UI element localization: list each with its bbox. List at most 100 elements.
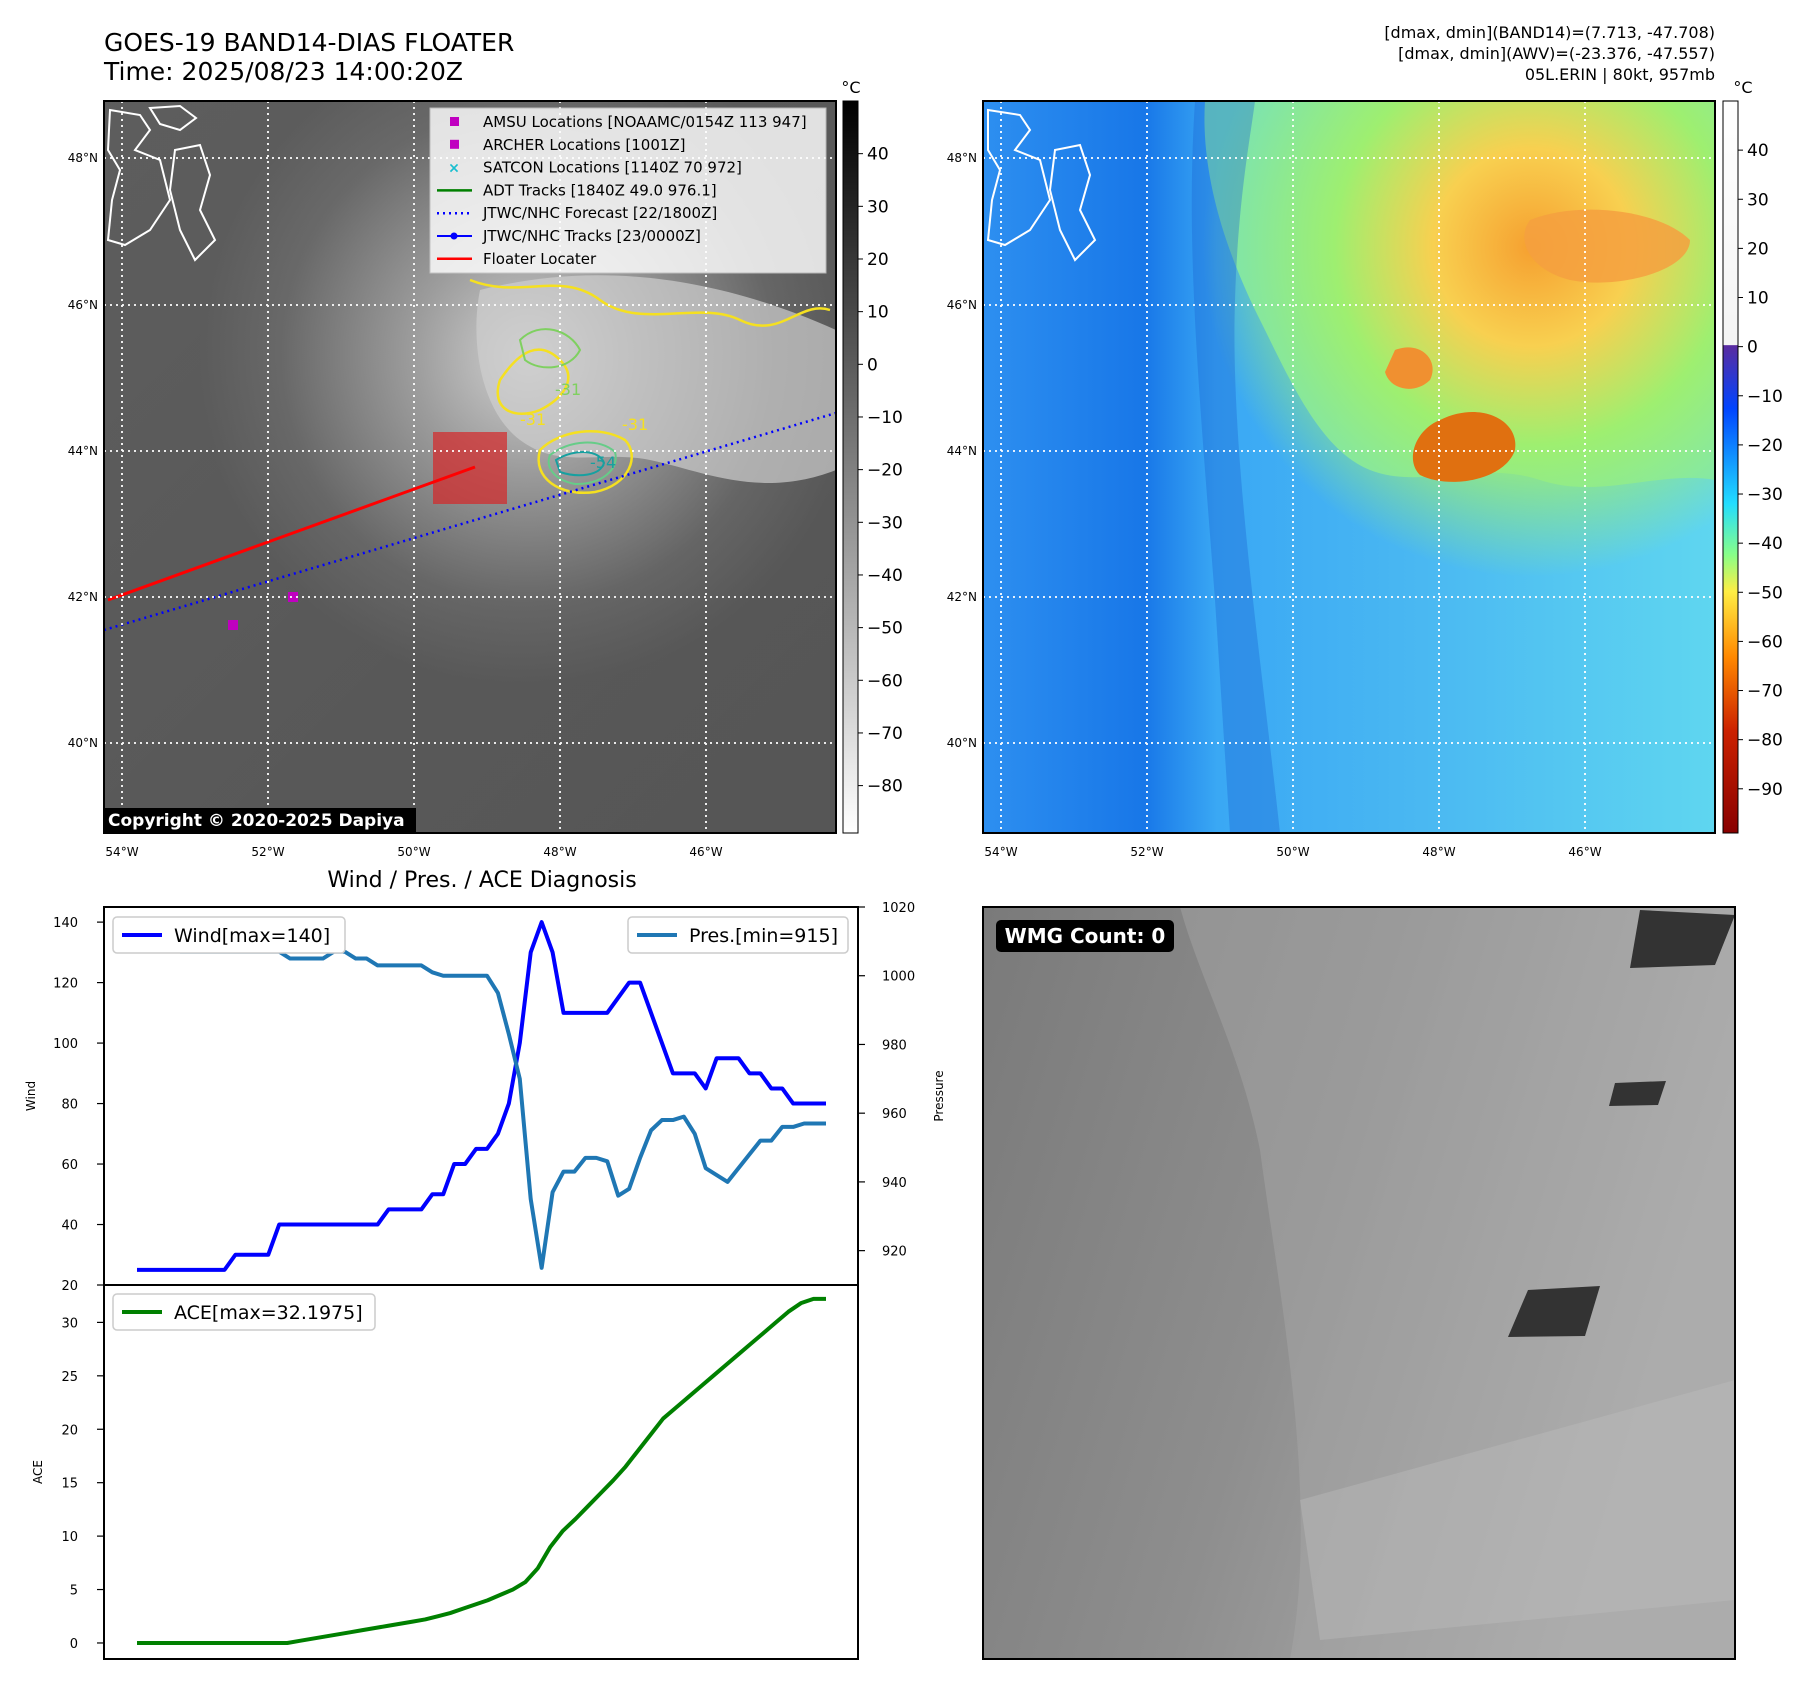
lat-tick-label: 48°N (68, 151, 98, 165)
jet-colorbar: °C 40 30 20 10 0 −10 −20 −30 −40 −50 −60 −70 −80 −90 (1722, 78, 1783, 834)
wind-tick-label: 80 (61, 1098, 78, 1113)
pressure-tick-label: 1020 (882, 901, 915, 916)
colorbar-tick-label: −50 (1747, 583, 1783, 603)
contour-label: -31 (555, 380, 581, 399)
pressure-tick-label: 920 (882, 1245, 907, 1260)
wmg-panel: WMG Count: 0 (982, 906, 1736, 1660)
legend-label: ADT Tracks [1840Z 49.0 976.1] (483, 181, 717, 199)
ace-axis-label: ACE (31, 1460, 45, 1484)
colorbar-tick-label: −20 (867, 461, 903, 481)
ace-tick-label: 30 (61, 1316, 78, 1331)
pressure-tick-label: 960 (882, 1107, 907, 1122)
ace-chart: 0 5 10 15 20 25 30 ACE ACE[max=32.1975] (31, 1284, 859, 1660)
archer-marker (288, 592, 298, 602)
legend-label: JTWC/NHC Tracks [23/0000Z] (482, 227, 701, 245)
lat-tick-label: 40°N (947, 736, 977, 750)
page-title: GOES-19 BAND14-DIAS FLOATER (104, 28, 514, 57)
lon-tick-label: 50°W (1276, 845, 1309, 859)
colorbar-tick-label: −30 (867, 513, 903, 533)
stats-band14: [dmax, dmin](BAND14)=(7.713, -47.708) (1384, 23, 1715, 42)
wind-tick-label: 60 (61, 1158, 78, 1173)
lat-tick-label: 40°N (68, 736, 98, 750)
pressure-tick-label: 1000 (882, 970, 915, 985)
ace-tick-label: 25 (61, 1370, 78, 1385)
pressure-legend-label: Pres.[min=915] (689, 925, 838, 947)
ace-tick-label: 20 (61, 1423, 78, 1438)
lon-tick-label: 50°W (397, 845, 430, 859)
pressure-axis-label: Pressure (932, 1070, 946, 1121)
page-time: Time: 2025/08/23 14:00:20Z (103, 57, 463, 86)
colorbar-tick-label: −20 (1747, 436, 1783, 456)
legend-marker (450, 232, 458, 240)
colorbar-tick-label: −80 (867, 777, 903, 797)
storm-info: 05L.ERIN | 80kt, 957mb (1525, 65, 1715, 84)
ace-legend: ACE[max=32.1975] (112, 1293, 376, 1331)
colorbar-tick-label: −70 (1747, 682, 1783, 702)
lon-tick-label: 52°W (1130, 845, 1163, 859)
lon-tick-label: 52°W (251, 845, 284, 859)
legend-marker (450, 117, 459, 126)
contour-label: -31 (520, 410, 546, 429)
lat-tick-label: 44°N (947, 444, 977, 458)
wmg-count-label: WMG Count: 0 (1005, 924, 1166, 948)
diagnosis-title: Wind / Pres. / ACE Diagnosis (327, 868, 636, 893)
colorbar-tick-label: 30 (1747, 190, 1769, 210)
ir-satellite-map: -31 -31 -54 -31 AMSU Locations [NOAAMC/0… (103, 100, 837, 834)
wind-series-line (137, 920, 826, 1272)
lat-tick-label: 46°N (68, 298, 98, 312)
wv-satellite-map (982, 100, 1716, 834)
colorbar-tick-label: −10 (867, 408, 903, 428)
ace-series-line (137, 1296, 826, 1645)
gray-colorbar: °C 40 30 20 10 0 −10 −20 −30 −40 −50 −60 −70 −80 (841, 78, 903, 834)
pressure-legend: Pres.[min=915] (627, 916, 849, 954)
lat-tick-label: 42°N (947, 590, 977, 604)
colorbar-tick-label: −60 (867, 671, 903, 691)
colorbar-tick-label: 10 (1747, 289, 1769, 309)
colorbar-tick-label: 0 (867, 355, 878, 375)
legend-label: Floater Locater (483, 250, 597, 268)
wind-legend-label: Wind[max=140] (174, 925, 330, 947)
legend-label: ARCHER Locations [1001Z] (483, 136, 686, 154)
wind-tick-label: 20 (61, 1279, 78, 1294)
legend-marker: × (448, 161, 460, 177)
colorbar-tick-label: −10 (1747, 387, 1783, 407)
lat-tick-label: 44°N (68, 444, 98, 458)
stats-awv: [dmax, dmin](AWV)=(-23.376, -47.557) (1398, 44, 1715, 63)
wind-tick-label: 40 (61, 1219, 78, 1234)
pressure-tick-label: 980 (882, 1038, 907, 1053)
wind-tick-label: 120 (53, 977, 78, 992)
wind-legend: Wind[max=140] (112, 916, 346, 954)
legend-label: AMSU Locations [NOAAMC/0154Z 113 947] (483, 113, 807, 131)
colorbar-tick-label: 30 (867, 197, 889, 217)
wind-tick-label: 140 (53, 916, 78, 931)
colorbar-tick-label: −50 (867, 619, 903, 639)
ace-tick-label: 0 (70, 1637, 78, 1652)
contour-label: -31 (622, 415, 648, 434)
colorbar-tick-label: 20 (1747, 239, 1769, 259)
colorbar-tick-label: −30 (1747, 485, 1783, 505)
colorbar-tick-label: 40 (867, 145, 889, 165)
lon-tick-label: 54°W (105, 845, 138, 859)
copyright-text: Copyright © 2020-2025 Dapiya (108, 811, 405, 831)
colorbar-tick-label: −70 (867, 724, 903, 744)
colorbar-tick-label: 0 (1747, 338, 1758, 358)
wind-pressure-chart: 20 40 60 80 100 120 140 920 940 960 980 1000 1020 W… (24, 901, 946, 1294)
ace-tick-label: 15 (61, 1477, 78, 1492)
colorbar-tick-label: 20 (867, 250, 889, 270)
lon-tick-label: 46°W (689, 845, 722, 859)
map-legend: AMSU Locations [NOAAMC/0154Z 113 947] ARC… (429, 107, 827, 274)
contour-label: -54 (590, 453, 616, 472)
legend-label: SATCON Locations [1140Z 70 972] (483, 159, 742, 177)
lon-tick-label: 48°W (543, 845, 576, 859)
ace-legend-label: ACE[max=32.1975] (174, 1302, 363, 1324)
ace-tick-label: 10 (61, 1530, 78, 1545)
amsu-marker (228, 620, 238, 630)
lat-tick-label: 42°N (68, 590, 98, 604)
colorbar-unit: °C (1733, 78, 1752, 97)
lat-tick-label: 48°N (947, 151, 977, 165)
wind-tick-label: 100 (53, 1037, 78, 1052)
colorbar-tick-label: −60 (1747, 632, 1783, 652)
colorbar-tick-label: −80 (1747, 731, 1783, 751)
wind-axis-label: Wind (24, 1081, 38, 1111)
